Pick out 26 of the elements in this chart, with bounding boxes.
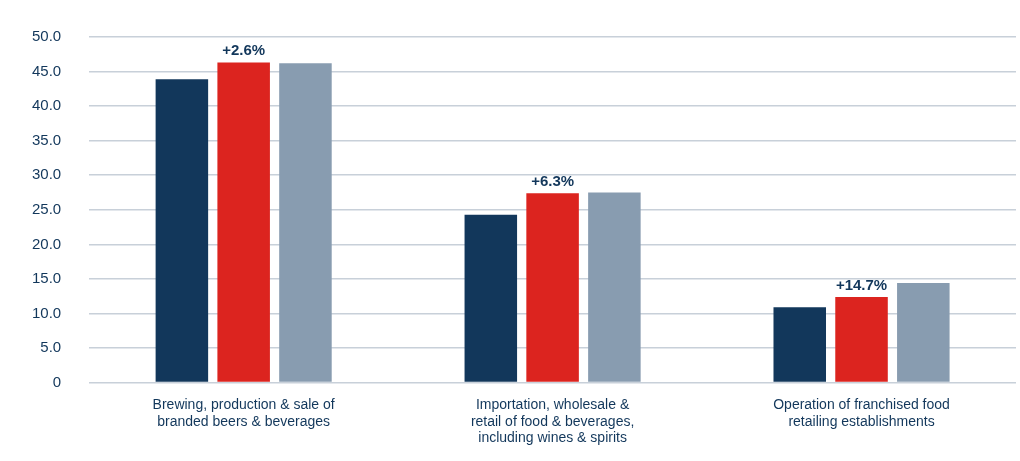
y-tick-label: 30.0 <box>31 165 62 183</box>
annotation: +2.6% <box>222 41 266 59</box>
y-tick-label: 10.0 <box>31 303 62 321</box>
y-tick-label: 50.0 <box>31 27 62 45</box>
bar <box>773 307 827 382</box>
y-tick-label: 20.0 <box>31 234 62 252</box>
bar <box>155 79 209 382</box>
bar <box>279 63 332 382</box>
annotation: +6.3% <box>531 171 575 189</box>
bar <box>835 296 888 382</box>
y-tick-label: 40.0 <box>31 96 62 114</box>
y-tick-label: 15.0 <box>31 269 62 287</box>
x-tick-label: Operation of franchised food retailing establishments <box>773 395 950 429</box>
y-tick-label: 5.0 <box>40 338 62 356</box>
y-tick-label: 45.0 <box>31 61 62 79</box>
x-tick-label: Brewing, production & sale of branded beers & beverages <box>152 395 335 429</box>
bar <box>526 193 579 382</box>
y-tick-label: 0 <box>52 372 62 390</box>
bar <box>217 62 270 382</box>
bar <box>897 283 950 382</box>
bar <box>464 214 518 382</box>
x-tick-label: Importation, wholesale & retail of food & beverages, including wines & spirits <box>470 395 635 446</box>
y-tick-label: 25.0 <box>31 199 62 217</box>
y-tick-label: 35.0 <box>31 130 62 148</box>
bar <box>588 192 641 382</box>
annotation: +14.7% <box>835 275 888 293</box>
